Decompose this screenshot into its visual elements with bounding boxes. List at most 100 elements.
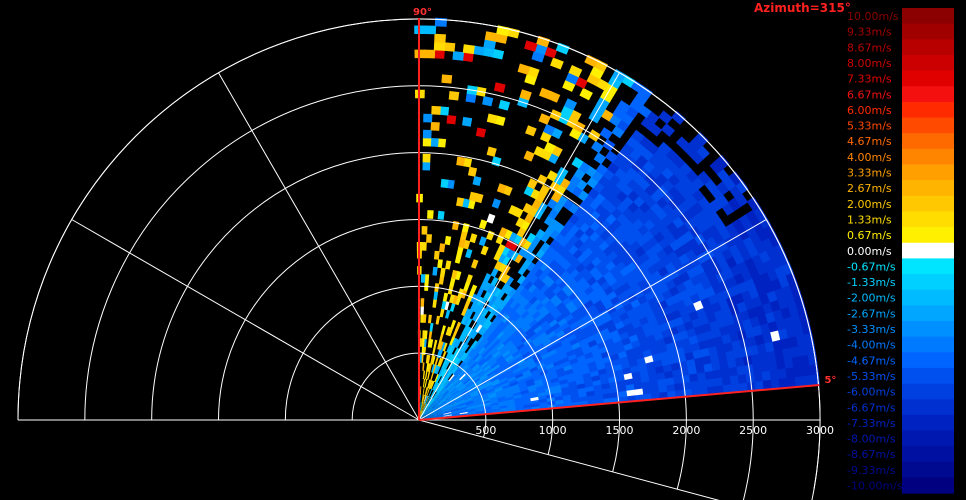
velocity-cell xyxy=(440,341,446,351)
velocity-cell xyxy=(420,306,424,315)
velocity-cell xyxy=(430,401,438,409)
velocity-cell xyxy=(617,384,627,392)
velocity-cell xyxy=(785,325,797,339)
velocity-cell xyxy=(437,385,444,393)
velocity-cell xyxy=(762,378,773,390)
velocity-cell xyxy=(432,391,438,400)
velocity-cell xyxy=(552,359,563,367)
velocity-cell xyxy=(421,242,427,251)
velocity-cell xyxy=(548,248,560,260)
velocity-cell xyxy=(607,75,623,90)
velocity-cell xyxy=(611,125,625,139)
velocity-cell xyxy=(662,363,673,373)
velocity-cell xyxy=(443,392,452,399)
velocity-cell xyxy=(564,368,574,376)
velocity-cell xyxy=(566,316,577,326)
velocity-cell xyxy=(446,372,453,380)
range-ring xyxy=(151,152,687,490)
velocity-cell xyxy=(420,402,423,411)
velocity-cell xyxy=(746,306,758,319)
velocity-cell xyxy=(498,345,507,353)
velocity-cell xyxy=(625,307,637,318)
velocity-cell xyxy=(732,218,746,233)
velocity-cell xyxy=(496,393,506,399)
velocity-cell xyxy=(580,280,591,291)
velocity-cell xyxy=(718,324,730,337)
velocity-cell xyxy=(594,388,604,396)
velocity-cell xyxy=(454,395,464,401)
velocity-cell xyxy=(455,396,464,402)
velocity-cell xyxy=(657,141,672,156)
velocity-cell xyxy=(430,390,436,399)
velocity-cell xyxy=(472,322,481,332)
velocity-cell xyxy=(506,401,516,406)
velocity-cell xyxy=(531,372,541,379)
velocity-cell xyxy=(779,336,791,350)
velocity-cell xyxy=(461,306,468,317)
velocity-cell xyxy=(440,402,448,408)
velocity-cell xyxy=(433,291,439,300)
velocity-cell xyxy=(709,198,723,213)
velocity-cell xyxy=(656,371,666,381)
velocity-cell xyxy=(439,401,448,407)
velocity-cell xyxy=(491,378,500,385)
velocity-cell xyxy=(460,374,468,382)
velocity-cell xyxy=(736,364,747,376)
velocity-cell xyxy=(463,395,473,401)
velocity-cell xyxy=(587,289,598,300)
velocity-cell xyxy=(592,330,603,340)
velocity-cell xyxy=(803,331,815,345)
velocity-cell xyxy=(424,387,428,396)
velocity-cell xyxy=(424,405,430,413)
velocity-cell xyxy=(753,370,764,382)
velocity-cell xyxy=(520,220,531,231)
velocity-cell xyxy=(473,398,482,404)
velocity-cell xyxy=(484,330,493,340)
velocity-cell xyxy=(514,372,524,379)
velocity-cell xyxy=(573,272,584,283)
velocity-cell xyxy=(582,346,593,355)
velocity-cell xyxy=(419,402,422,411)
velocity-cell xyxy=(486,322,495,332)
velocity-cell xyxy=(503,327,513,336)
velocity-cell xyxy=(504,285,513,296)
velocity-cell xyxy=(532,375,543,382)
velocity-cell xyxy=(434,409,443,414)
velocity-cell xyxy=(558,292,569,302)
velocity-cell xyxy=(674,382,684,391)
velocity-cell xyxy=(495,389,505,395)
velocity-cell xyxy=(434,383,440,392)
velocity-cell xyxy=(563,364,573,372)
velocity-cell xyxy=(526,232,537,244)
velocity-cell xyxy=(514,253,524,264)
velocity-cell xyxy=(505,393,514,399)
velocity-cell xyxy=(434,393,441,401)
velocity-cell xyxy=(509,380,519,387)
velocity-cell xyxy=(419,413,427,420)
velocity-cell xyxy=(437,397,445,404)
velocity-cell xyxy=(587,338,598,348)
velocity-cell xyxy=(431,355,436,365)
velocity-cell xyxy=(436,384,443,393)
velocity-cell xyxy=(579,87,593,101)
velocity-cell xyxy=(447,399,456,405)
velocity-cell xyxy=(483,351,492,360)
velocity-cell xyxy=(752,324,763,337)
velocity-cell xyxy=(697,170,712,185)
velocity-cell xyxy=(475,408,485,412)
velocity-cell xyxy=(422,404,427,412)
velocity-cell xyxy=(675,136,690,151)
velocity-cell xyxy=(489,294,498,305)
velocity-cell xyxy=(430,389,435,398)
velocity-cell xyxy=(553,325,564,335)
velocity-cell xyxy=(444,393,452,400)
velocity-cell xyxy=(430,400,436,408)
velocity-cell xyxy=(783,356,794,369)
velocity-cell xyxy=(458,405,467,409)
velocity-cell xyxy=(561,260,572,271)
velocity-cell xyxy=(467,166,478,177)
velocity-cell xyxy=(426,234,432,243)
velocity-cell xyxy=(482,47,495,58)
velocity-cell xyxy=(438,376,444,385)
